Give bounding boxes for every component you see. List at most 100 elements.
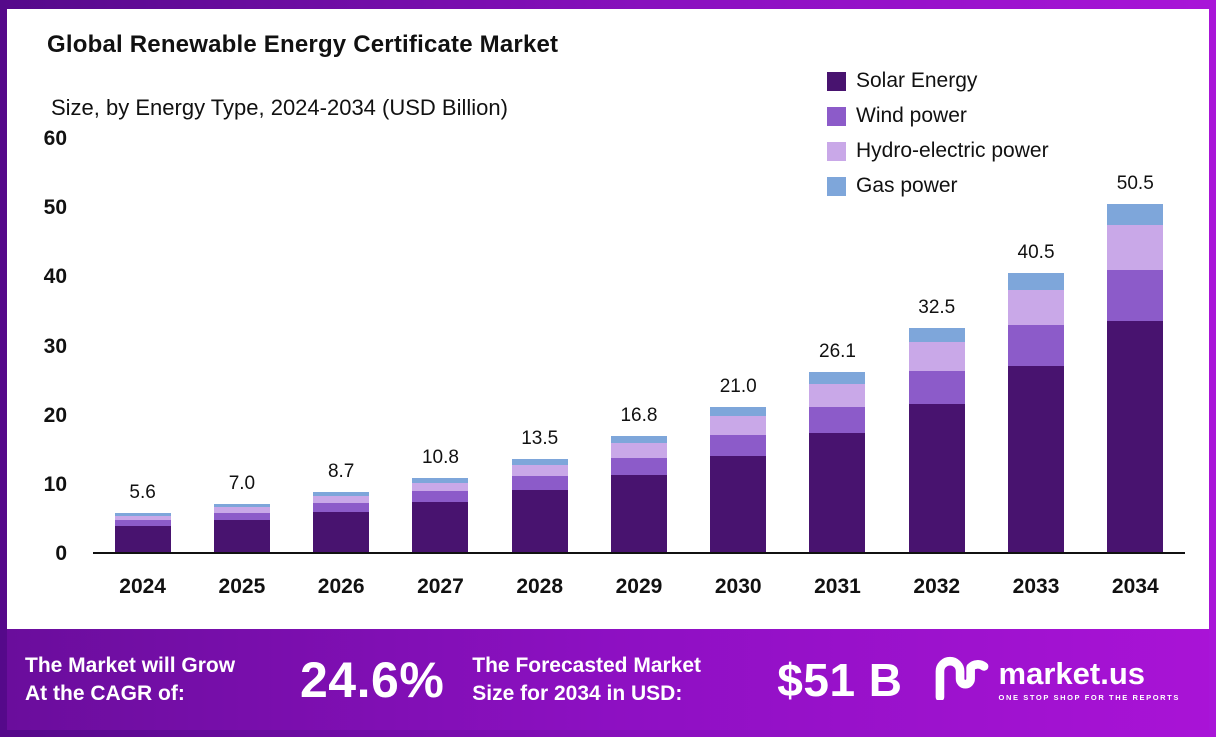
legend-item: Wind power	[827, 104, 1049, 128]
x-axis-label: 2033	[1012, 575, 1060, 598]
cagr-label: The Market will Grow At the CAGR of:	[25, 654, 236, 705]
brand: market.us ONE STOP SHOP FOR THE REPORTS	[933, 654, 1180, 705]
bar-column: 26.1 2031	[788, 139, 887, 598]
bar-total-label: 10.8	[421, 446, 459, 468]
bar-segment	[809, 407, 866, 433]
legend-label: Wind power	[856, 104, 967, 127]
bar-column: 7.0 2025	[192, 139, 291, 598]
bar-column: 10.8 2027	[391, 139, 490, 598]
legend-item: Hydro-electric power	[827, 139, 1049, 163]
bars-area: 5.6 2024 7.0 2025 8.7 2026 10.8 2027 13.5 2028 16.…	[93, 139, 1185, 598]
bar-segment	[511, 490, 568, 552]
x-axis-label: 2028	[516, 575, 564, 598]
legend-label: Hydro-electric power	[856, 139, 1049, 162]
bar-segment	[511, 459, 568, 465]
stacked-bar	[412, 477, 469, 552]
brand-name: market.us	[998, 655, 1145, 691]
bar-segment	[1107, 204, 1164, 226]
bar-segment	[412, 502, 469, 552]
stacked-bar	[1107, 204, 1164, 552]
chart-subtitle: Size, by Energy Type, 2024-2034 (USD Bil…	[51, 95, 508, 120]
chart-title: Global Renewable Energy Certificate Mark…	[47, 31, 559, 58]
bar-segment	[610, 436, 667, 444]
legend-swatch	[827, 141, 846, 161]
y-axis-tick: 40	[43, 265, 67, 289]
y-axis-tick: 60	[43, 127, 67, 150]
stacked-bar	[908, 328, 965, 552]
bar-total-label: 26.1	[819, 341, 856, 363]
bar-column: 21.0 2030	[689, 139, 788, 598]
bar-segment	[809, 432, 866, 552]
x-axis-label: 2034	[1111, 575, 1159, 598]
y-axis-tick: 30	[43, 334, 67, 358]
x-axis-label: 2032	[913, 575, 961, 598]
bar-segment	[809, 372, 866, 385]
legend-swatch	[827, 106, 846, 126]
bar-total-label: 50.5	[1116, 173, 1154, 195]
stacked-bar	[1008, 273, 1065, 552]
bar-segment	[1008, 273, 1065, 291]
bar-column: 8.7 2026	[292, 139, 391, 598]
bar-segment	[313, 503, 370, 513]
y-axis-tick: 20	[43, 403, 67, 427]
bar-segment	[213, 512, 270, 520]
bar-segment	[1008, 366, 1065, 552]
bar-segment	[313, 495, 370, 504]
bar-segment	[1107, 321, 1164, 552]
bar-segment	[114, 520, 171, 526]
bar-column: 32.5 2032	[887, 139, 986, 598]
bar-segment	[313, 492, 370, 496]
bar-segment	[511, 464, 568, 477]
y-axis-tick: 10	[43, 472, 67, 496]
x-axis-label: 2030	[714, 575, 762, 598]
x-axis-label: 2026	[317, 575, 365, 598]
bar-segment	[313, 512, 370, 552]
x-axis-label: 2024	[119, 575, 166, 598]
bar-total-label: 21.0	[719, 376, 757, 398]
bar-segment	[213, 503, 270, 507]
x-axis-label: 2027	[417, 575, 464, 598]
market-us-logo-icon	[933, 654, 991, 705]
legend-swatch	[827, 71, 846, 91]
bar-segment	[908, 370, 965, 405]
bar-total-label: 32.5	[918, 297, 956, 319]
stacked-bar	[610, 436, 667, 552]
bar-segment	[710, 435, 767, 456]
y-axis-tick: 0	[55, 542, 67, 565]
y-axis: 0 10 20 30 40 50 60	[21, 127, 81, 565]
bar-segment	[710, 416, 767, 435]
stacked-bar	[313, 492, 370, 552]
bar-column: 40.5 2033	[986, 139, 1085, 598]
bar-segment	[710, 407, 767, 417]
footer-banner: The Market will Grow At the CAGR of: 24.…	[7, 629, 1209, 730]
bar-segment	[809, 384, 866, 408]
bar-segment	[412, 477, 469, 483]
bar-segment	[908, 328, 965, 343]
bar-column: 16.8 2029	[589, 139, 688, 598]
stacked-bar	[710, 407, 767, 552]
bar-total-label: 5.6	[129, 482, 156, 504]
bar-segment	[114, 513, 171, 516]
bar-segment	[908, 404, 965, 552]
bar-total-label: 16.8	[620, 405, 658, 427]
bar-segment	[114, 515, 171, 521]
bar-segment	[1008, 324, 1065, 367]
bar-segment	[114, 525, 171, 552]
legend-item: Gas power	[827, 174, 1049, 198]
legend-item: Solar Energy	[827, 69, 1049, 93]
forecast-label: The Forecasted Market Size for 2034 in U…	[472, 654, 702, 705]
chart-card: Global Renewable Energy Certificate Mark…	[7, 9, 1209, 629]
bar-total-label: 13.5	[521, 428, 559, 450]
forecast-value: $51 B	[777, 653, 903, 706]
bar-segment	[1107, 225, 1164, 270]
legend-swatch	[827, 176, 846, 196]
bar-segment	[710, 455, 767, 552]
x-axis-label: 2029	[615, 575, 663, 598]
bar-total-label: 7.0	[228, 472, 256, 494]
x-axis-label: 2031	[814, 575, 861, 598]
bar-segment	[610, 443, 667, 459]
bar-segment	[213, 519, 270, 552]
bar-segment	[1008, 290, 1065, 325]
bar-column: 50.5 2034	[1086, 139, 1185, 598]
